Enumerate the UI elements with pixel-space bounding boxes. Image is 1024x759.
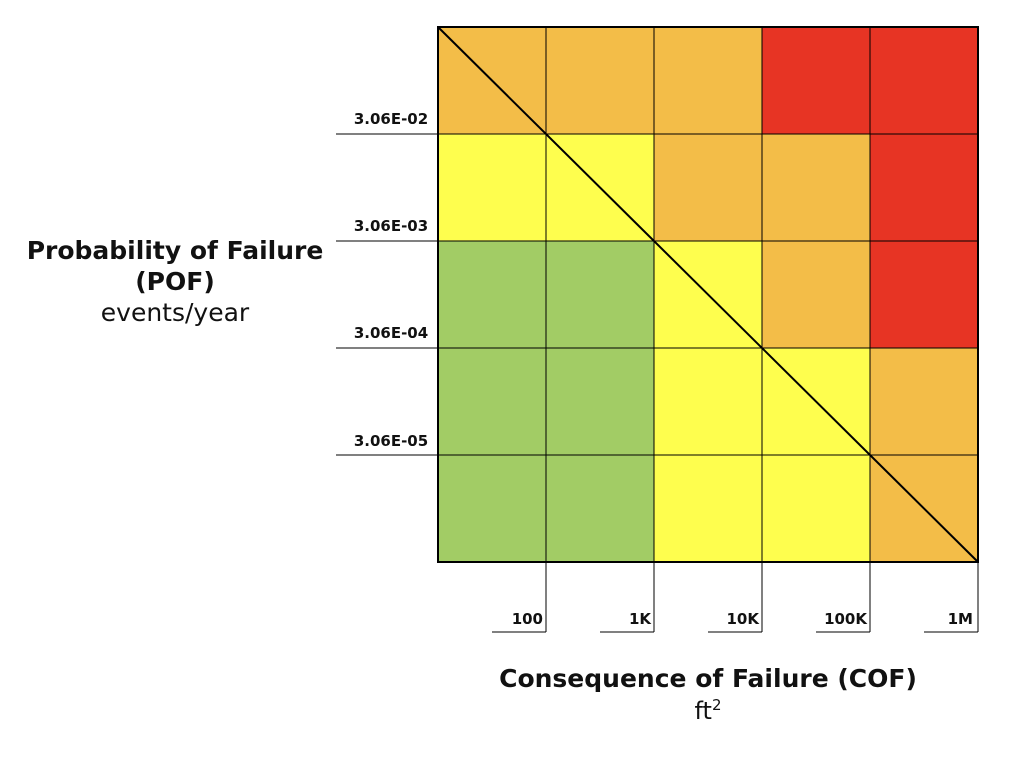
matrix-cell — [869, 240, 979, 349]
matrix-cell — [653, 133, 763, 242]
matrix-cell — [545, 26, 655, 135]
matrix-cell — [869, 347, 979, 456]
x-tick-label: 1K — [628, 610, 651, 628]
matrix-cell — [761, 26, 871, 135]
x-tick-label: 10K — [726, 610, 760, 628]
y-tick-label: 3.06E-05 — [353, 432, 429, 450]
matrix-cell — [545, 240, 655, 349]
y-axis-title-line1: Probability of Failure — [26, 236, 324, 265]
matrix-cell — [545, 454, 655, 563]
matrix-cell — [761, 133, 871, 242]
matrix-diagonal — [437, 26, 979, 563]
x-axis-title: Consequence of Failure (COF) ft2 — [438, 664, 978, 725]
x-axis-unit: ft2 — [438, 697, 978, 725]
x-axis-unit-base: ft — [694, 697, 712, 725]
matrix-cell — [437, 133, 547, 242]
y-tick-label: 3.06E-03 — [353, 217, 429, 235]
matrix-border — [437, 26, 979, 563]
x-tick-label: 1M — [947, 610, 973, 628]
matrix-cell — [653, 454, 763, 563]
y-axis-title: Probability of Failure (POF) events/year — [14, 236, 336, 327]
matrix-cell — [869, 133, 979, 242]
x-axis-title-text: Consequence of Failure (COF) — [499, 664, 917, 693]
matrix-cell — [653, 347, 763, 456]
matrix-cell — [653, 26, 763, 135]
x-tick-label: 100K — [824, 610, 867, 628]
matrix-cell — [437, 240, 547, 349]
matrix-cell — [761, 454, 871, 563]
matrix-cell — [761, 240, 871, 349]
y-tick-label: 3.06E-02 — [353, 110, 429, 128]
x-axis-unit-exponent: 2 — [711, 696, 722, 714]
matrix-cell — [437, 454, 547, 563]
matrix-cell — [869, 26, 979, 135]
y-axis-unit: events/year — [100, 298, 250, 327]
y-tick-label: 3.06E-04 — [353, 324, 429, 342]
matrix-cell — [437, 347, 547, 456]
matrix-cell — [545, 347, 655, 456]
y-axis-title-line2: (POF) — [135, 267, 215, 296]
x-tick-label: 100 — [511, 610, 543, 628]
